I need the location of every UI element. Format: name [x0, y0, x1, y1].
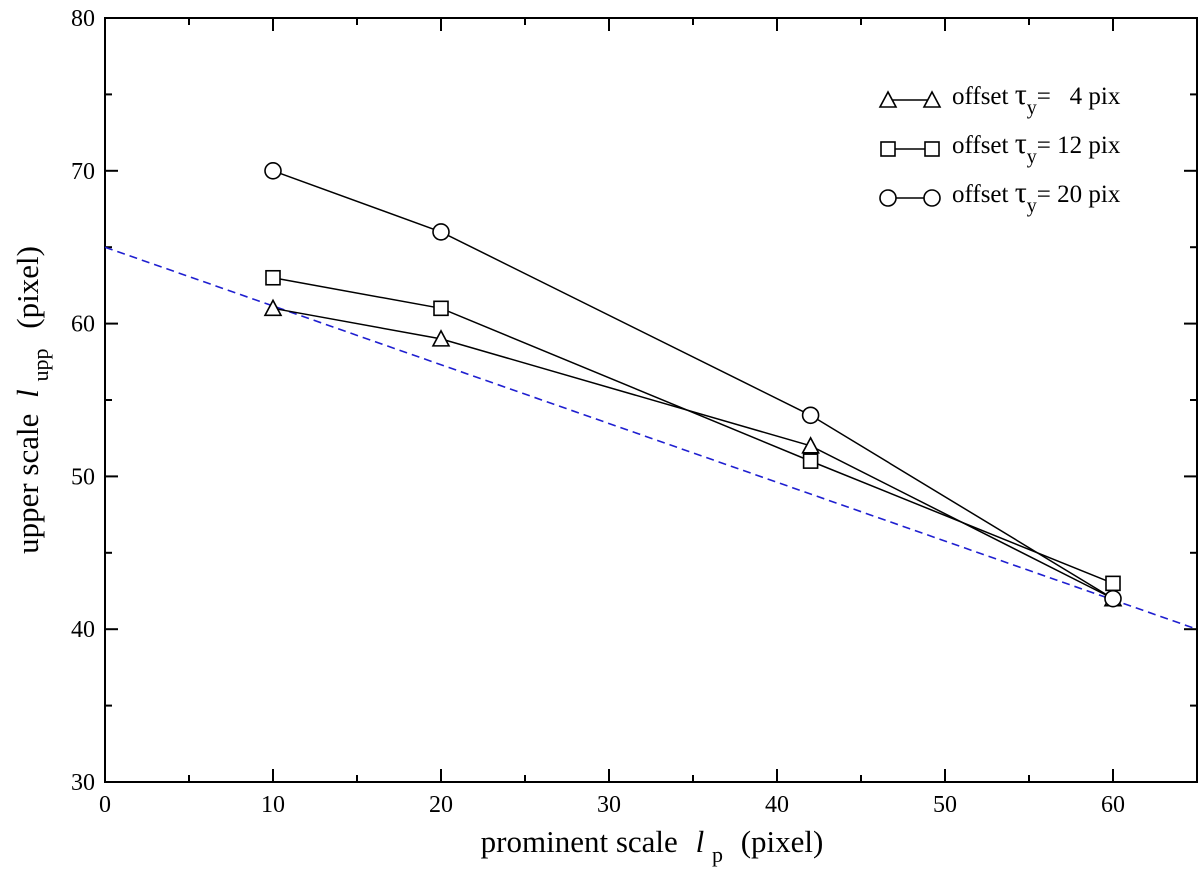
data-point — [263, 298, 283, 317]
data-point — [1104, 589, 1122, 608]
legend-entry: offset τy= 20 pix — [879, 176, 1121, 217]
y-axis-label-suffix: (pixel) — [10, 246, 45, 329]
x-axis-label-symbol: l — [696, 824, 705, 859]
x-tick-label: 10 — [261, 792, 285, 818]
series-square — [265, 269, 1121, 592]
x-axis-label: prominent scale l p (pixel) — [481, 824, 824, 869]
y-tick-label: 60 — [71, 312, 95, 338]
x-axis-label-subscript: p — [712, 842, 723, 867]
legend-marker — [879, 189, 897, 207]
y-tick-label: 40 — [71, 617, 95, 643]
y-axis-label: upper scale l upp (pixel) — [10, 246, 55, 554]
series-group — [263, 162, 1123, 608]
x-tick-label: 50 — [933, 792, 957, 818]
legend-entry: offset τy= 12 pix — [880, 127, 1121, 168]
y-axis-label-symbol: l — [10, 389, 45, 398]
legend-marker — [878, 90, 898, 108]
data-point — [433, 300, 449, 317]
legend: offset τy= 4 pix offset τy= 12 pix offset … — [878, 78, 1121, 217]
data-point — [801, 436, 820, 454]
data-point — [1105, 575, 1121, 592]
x-axis-label-prefix: prominent scale — [481, 824, 678, 859]
legend-marker — [880, 141, 896, 157]
legend-marker — [923, 189, 941, 207]
series-triangle — [263, 298, 1123, 607]
x-tick-label: 30 — [597, 792, 621, 818]
axis-ticks: 0 10 20 30 40 50 60 30 40 50 60 70 80 — [71, 6, 1198, 818]
y-axis-label-subscript: upp — [28, 348, 53, 381]
x-tick-label: 20 — [429, 792, 453, 818]
series-line — [272, 170, 1114, 600]
data-point — [264, 162, 282, 180]
data-point — [802, 453, 819, 469]
y-tick-label: 80 — [71, 6, 95, 32]
legend-entry: offset τy= 4 pix — [878, 78, 1121, 119]
legend-label: offset τy= 4 pix — [952, 78, 1121, 119]
series-circle — [264, 162, 1122, 608]
x-tick-label: 0 — [99, 792, 111, 818]
data-point — [801, 406, 820, 425]
y-tick-label: 50 — [71, 464, 95, 490]
reference-line-group — [104, 246, 1198, 630]
x-axis-label-suffix: (pixel) — [741, 824, 824, 859]
series-line — [272, 307, 1114, 600]
series-line — [272, 277, 1114, 585]
y-tick-label: 70 — [71, 159, 95, 185]
legend-label: offset τy= 20 pix — [952, 176, 1121, 217]
x-tick-label: 60 — [1101, 792, 1125, 818]
legend-label: offset τy= 12 pix — [952, 127, 1121, 168]
y-axis-label-prefix: upper scale — [10, 414, 45, 554]
reference-line — [104, 246, 1198, 630]
y-tick-label: 30 — [71, 770, 95, 796]
data-point — [431, 329, 451, 347]
data-point — [265, 269, 281, 286]
legend-marker — [924, 141, 940, 157]
x-tick-label: 40 — [765, 792, 789, 818]
legend-marker — [922, 90, 942, 108]
data-point — [432, 223, 450, 241]
